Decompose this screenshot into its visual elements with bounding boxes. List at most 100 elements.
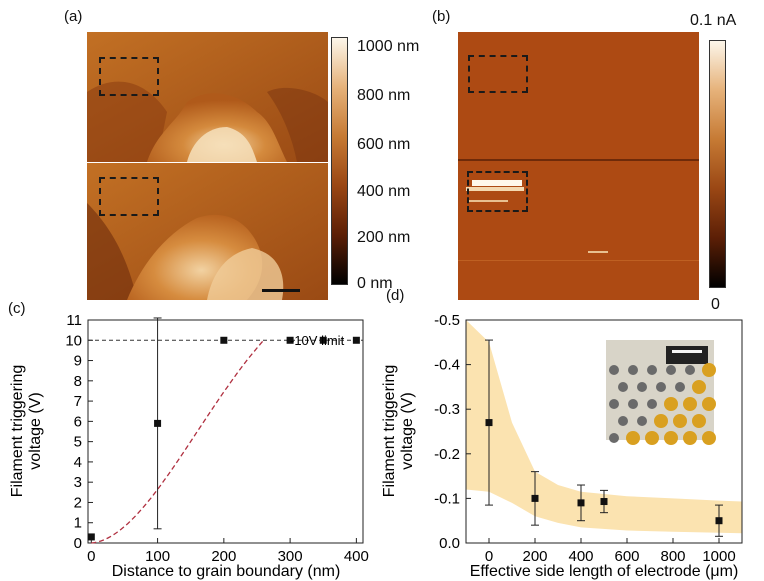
data-point <box>600 498 608 506</box>
x-tick-label: 800 <box>660 548 685 565</box>
data-point <box>485 419 493 427</box>
electrode-dot <box>702 431 716 445</box>
region-box-b-upper <box>468 55 528 93</box>
data-point <box>220 336 228 344</box>
scale-bar <box>262 289 300 292</box>
electrode-dot <box>683 431 697 445</box>
data-point <box>352 336 360 344</box>
current-colorbar-max: 0.1 nA <box>690 12 737 29</box>
region-box-a-upper <box>99 57 159 96</box>
current-map-svg <box>458 32 699 300</box>
x-axis-label: Distance to grain boundary (nm) <box>112 563 341 580</box>
y-tick-label: 5 <box>74 434 82 451</box>
y-tick-label: -0.4 <box>434 357 460 374</box>
x-tick-label: 0 <box>87 548 95 565</box>
electrode-dot <box>683 397 697 411</box>
data-point <box>577 499 585 507</box>
x-tick-label: 100 <box>145 548 170 565</box>
electrode-dot <box>609 433 619 443</box>
electrode-dot <box>618 416 628 426</box>
x-tick-label: 0 <box>485 548 493 565</box>
region-box-b-lower <box>467 171 528 212</box>
y-tick-label: -0.2 <box>434 446 460 463</box>
data-point <box>531 494 539 502</box>
y-axis-label-line1: Filament triggering <box>381 365 398 498</box>
height-colorbar-tick: 0 nm <box>357 275 393 292</box>
electrode-dot <box>702 397 716 411</box>
current-map-image <box>458 32 699 300</box>
electrode-dot <box>654 414 668 428</box>
height-colorbar-tick: 600 nm <box>357 136 411 153</box>
electrode-dot <box>664 431 678 445</box>
height-colorbar-tick: 800 nm <box>357 87 411 104</box>
y-tick-label: 6 <box>74 413 82 430</box>
y-tick-label: 2 <box>74 494 82 511</box>
electrode-dot <box>647 365 657 375</box>
panel-d-label: (d) <box>386 287 405 304</box>
y-tick-label: -0.1 <box>434 490 460 507</box>
y-tick-label: 1 <box>74 515 82 532</box>
afm-topography-upper-svg <box>87 32 328 162</box>
electrode-dot <box>609 399 619 409</box>
electrode-dot <box>609 365 619 375</box>
y-tick-label: 3 <box>74 474 82 491</box>
data-point <box>715 517 723 525</box>
y-tick-label: -0.3 <box>434 401 460 418</box>
panel-b-label: (b) <box>432 8 451 25</box>
electrode-dot <box>664 397 678 411</box>
current-colorbar-min: 0 <box>711 296 720 313</box>
electrode-dot <box>692 380 706 394</box>
afm-topography-lower-svg <box>87 163 328 300</box>
plot-frame <box>87 319 364 544</box>
fit-curve <box>91 339 265 544</box>
y-tick-label: 7 <box>74 393 82 410</box>
electrode-dot <box>645 431 659 445</box>
electrode-dot <box>702 363 716 377</box>
electrode-dot <box>673 414 687 428</box>
x-axis-label: Effective side length of electrode (μm) <box>470 563 739 580</box>
x-tick-label: 1000 <box>702 548 735 565</box>
y-tick-label: 0.0 <box>439 535 460 552</box>
electrode-dot <box>618 382 628 392</box>
chart-d: 0 200 400 600 800 1000 0.0 -0.1 -0.2 -0.3 -0.4 -0.5… <box>381 312 743 580</box>
limit-label: -10V limit <box>290 333 345 348</box>
electrode-dot <box>692 414 706 428</box>
x-tick-label: 400 <box>568 548 593 565</box>
data-point <box>319 336 327 344</box>
y-tick-label: -0.5 <box>434 312 460 329</box>
electrode-dot <box>626 431 640 445</box>
electrode-dot <box>637 382 647 392</box>
data-point <box>286 336 294 344</box>
data-point <box>154 419 162 427</box>
afm-topography-lower-image <box>87 163 328 300</box>
x-tick-label: 400 <box>344 548 369 565</box>
y-tick-label: 0 <box>74 535 82 552</box>
data-point <box>87 533 95 541</box>
panel-a-label: (a) <box>64 8 83 25</box>
x-tick-label: 600 <box>614 548 639 565</box>
electrode-dot <box>628 365 638 375</box>
y-tick-label: 8 <box>74 373 82 390</box>
x-tick-label: 200 <box>211 548 236 565</box>
electrode-array-inset-photo <box>606 340 716 445</box>
electrode-dot <box>647 399 657 409</box>
x-tick-label: 300 <box>278 548 303 565</box>
electrode-dot <box>628 399 638 409</box>
panel-c-label: (c) <box>8 300 26 317</box>
electrode-dot <box>685 365 695 375</box>
height-colorbar-tick: 200 nm <box>357 229 411 246</box>
height-colorbar-tick: 1000 nm <box>357 38 420 55</box>
afm-topography-upper-image <box>87 32 328 162</box>
y-tick-label: 10 <box>65 332 82 349</box>
x-tick-label: 200 <box>522 548 547 565</box>
electrode-dot <box>637 416 647 426</box>
height-colorbar-tick: 400 nm <box>357 183 411 200</box>
y-tick-label: 9 <box>74 353 82 370</box>
y-tick-label: 11 <box>66 312 82 329</box>
electrode-dot <box>666 365 676 375</box>
electrode-dot <box>675 382 685 392</box>
y-tick-label: 4 <box>74 454 82 471</box>
y-axis-label-line1: Filament triggering <box>9 365 26 498</box>
region-box-a-lower <box>99 177 159 216</box>
